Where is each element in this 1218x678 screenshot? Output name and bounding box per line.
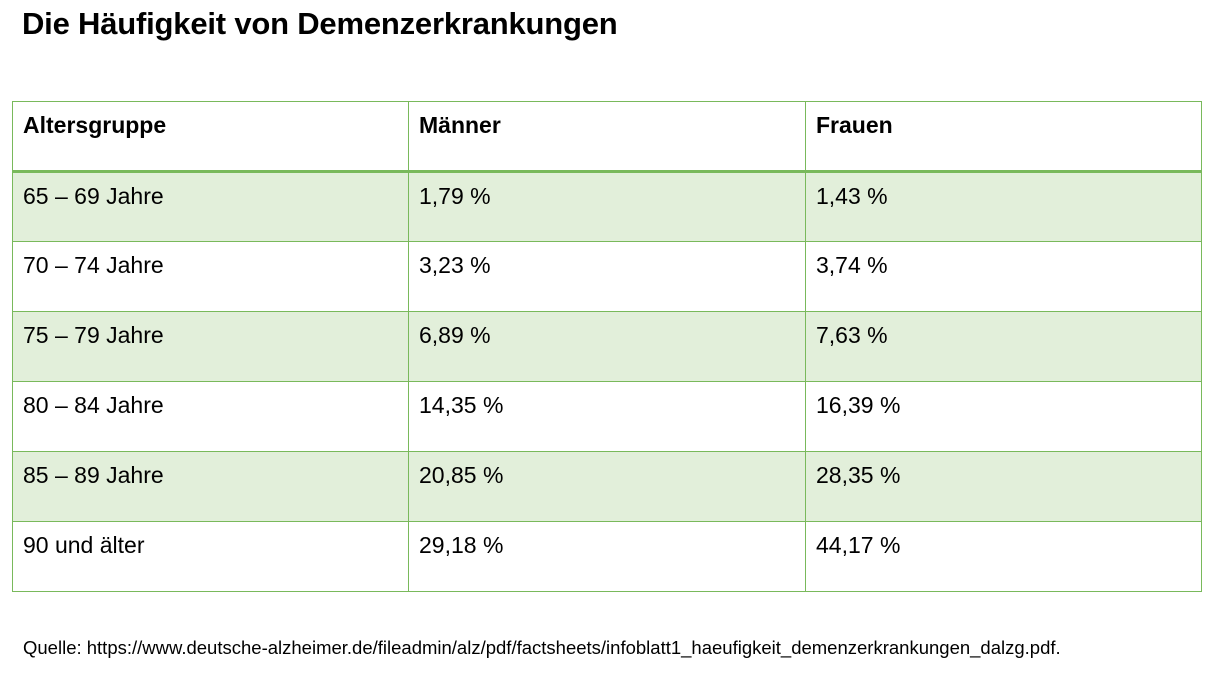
table-row: 75 – 79 Jahre 6,89 % 7,63 % [12,311,1202,382]
women-value-cell: 16,39 % [805,381,1202,452]
age-group-cell: 70 – 74 Jahre [12,241,409,312]
men-value-cell: 6,89 % [408,311,806,382]
age-group-cell: 80 – 84 Jahre [12,381,409,452]
table-row: 70 – 74 Jahre 3,23 % 3,74 % [12,241,1202,312]
age-group-cell: 65 – 69 Jahre [12,171,409,242]
table-row: 80 – 84 Jahre 14,35 % 16,39 % [12,381,1202,452]
men-value-cell: 29,18 % [408,521,806,592]
table-row: 65 – 69 Jahre 1,79 % 1,43 % [12,171,1202,242]
source-citation: Quelle: https://www.deutsche-alzheimer.d… [23,637,1061,658]
age-group-cell: 75 – 79 Jahre [12,311,409,382]
table-header-row: Altersgruppe Männer Frauen [12,101,1202,173]
men-value-cell: 3,23 % [408,241,806,312]
women-value-cell: 1,43 % [805,171,1202,242]
dementia-frequency-table: Altersgruppe Männer Frauen 65 – 69 Jahre… [12,101,1202,592]
women-value-cell: 28,35 % [805,451,1202,522]
men-value-cell: 20,85 % [408,451,806,522]
age-group-cell: 85 – 89 Jahre [12,451,409,522]
women-value-cell: 44,17 % [805,521,1202,592]
column-header-women: Frauen [805,101,1202,173]
column-header-age-group: Altersgruppe [12,101,409,173]
men-value-cell: 14,35 % [408,381,806,452]
table-row: 90 und älter 29,18 % 44,17 % [12,521,1202,592]
column-header-men: Männer [408,101,806,173]
women-value-cell: 3,74 % [805,241,1202,312]
men-value-cell: 1,79 % [408,171,806,242]
women-value-cell: 7,63 % [805,311,1202,382]
table-row: 85 – 89 Jahre 20,85 % 28,35 % [12,451,1202,522]
page-title: Die Häufigkeit von Demenzerkrankungen [22,6,618,41]
age-group-cell: 90 und älter [12,521,409,592]
